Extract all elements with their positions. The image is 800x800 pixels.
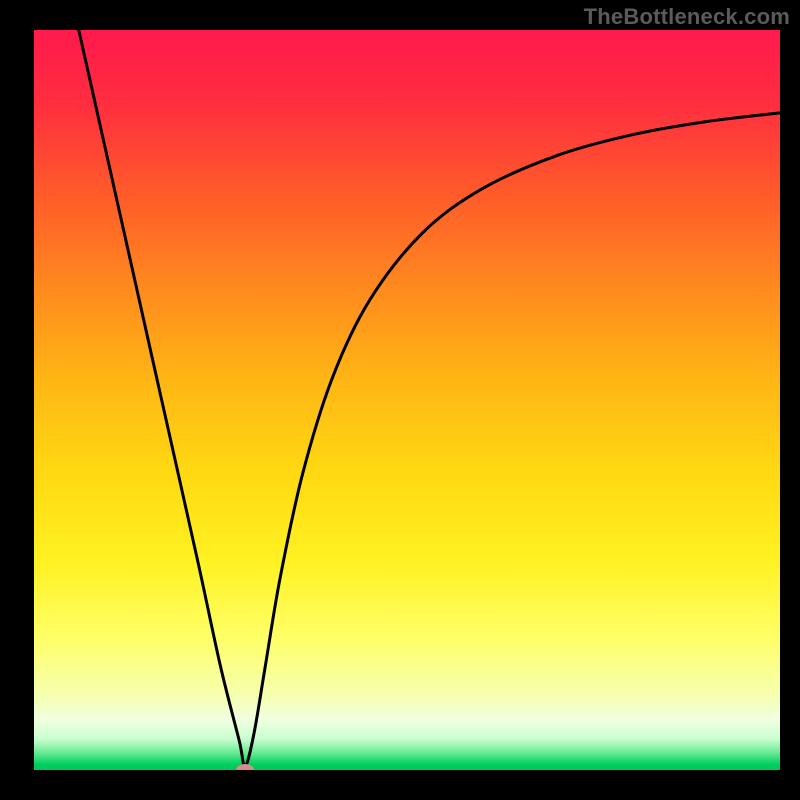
plot-background — [34, 30, 780, 770]
watermark-text: TheBottleneck.com — [584, 4, 790, 30]
outer-frame: TheBottleneck.com — [0, 0, 800, 800]
bottleneck-chart — [0, 0, 800, 800]
vertex-marker — [236, 764, 254, 776]
